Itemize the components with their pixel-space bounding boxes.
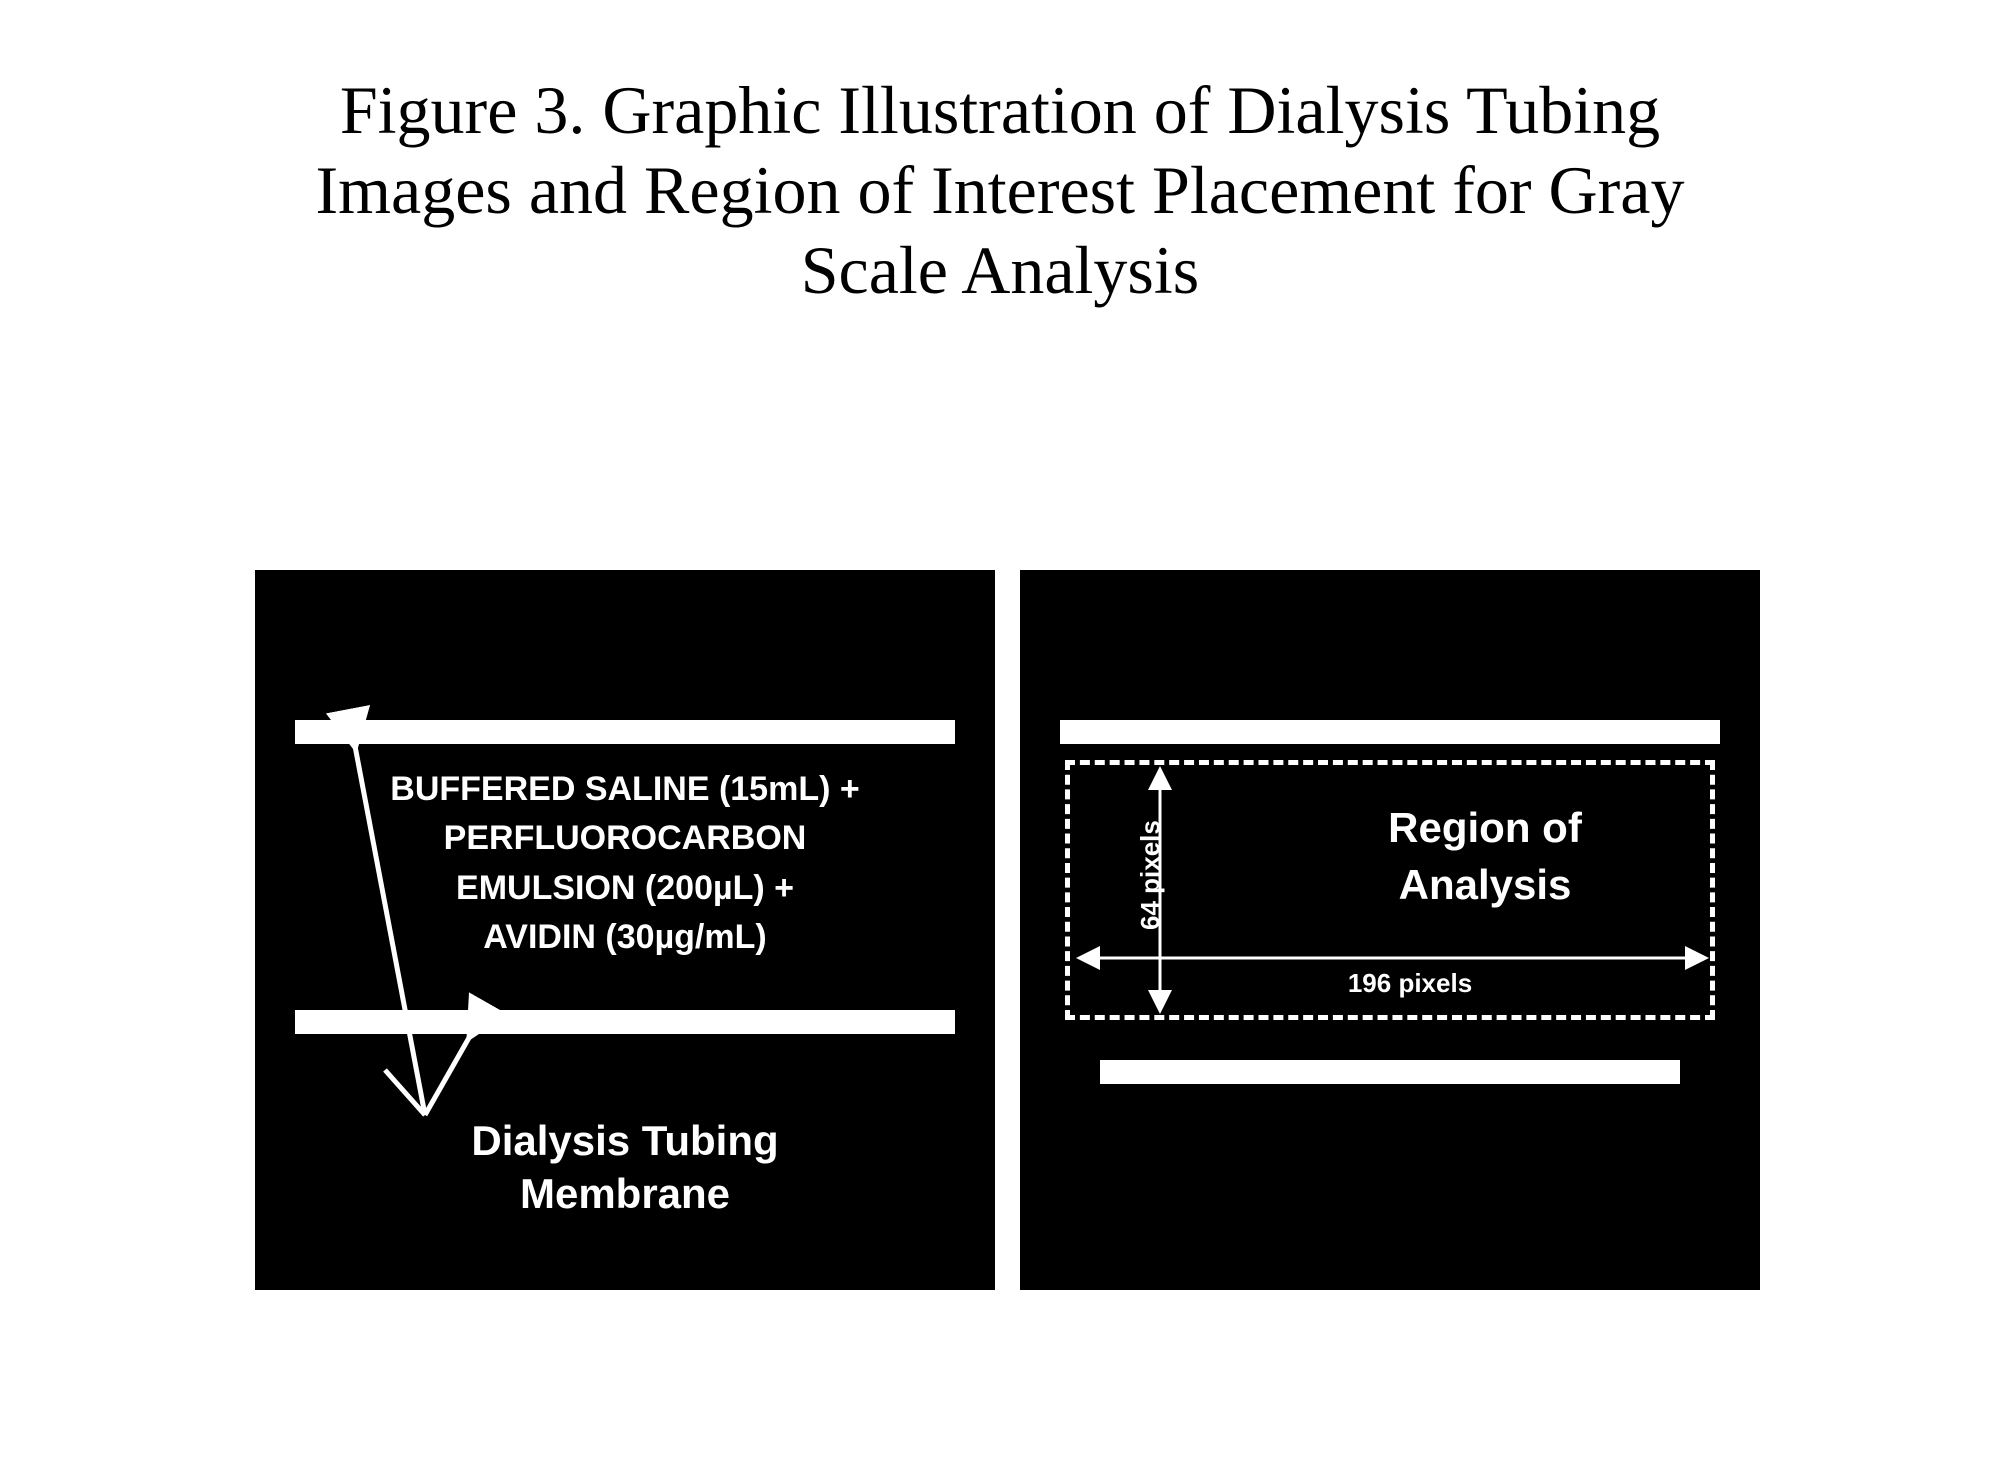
left-bottom-tube-wall [295,1010,955,1034]
contents-line-3: EMULSION (200µL) + [255,864,995,913]
panels-container: BUFFERED SALINE (15mL) + PERFLUOROCARBON… [255,570,1760,1290]
height-dim-label: 64 pixels [1135,820,1166,930]
roi-label-line-2: Analysis [1270,857,1700,914]
right-panel: Region of Analysis 64 pixels 196 pixels [1020,570,1760,1290]
left-panel: BUFFERED SALINE (15mL) + PERFLUOROCARBON… [255,570,995,1290]
right-bottom-tube-wall [1100,1060,1680,1084]
membrane-label: Dialysis Tubing Membrane [255,1115,995,1220]
membrane-label-line-1: Dialysis Tubing [255,1115,995,1168]
title-line-2: Images and Region of Interest Placement … [100,150,1900,230]
membrane-label-line-2: Membrane [255,1168,995,1221]
contents-line-2: PERFLUOROCARBON [255,814,995,863]
right-top-tube-wall [1060,720,1720,744]
contents-line-4: AVIDIN (30µg/mL) [255,913,995,962]
roi-label-line-1: Region of [1270,800,1700,857]
roi-label: Region of Analysis [1270,800,1700,913]
title-line-1: Figure 3. Graphic Illustration of Dialys… [100,70,1900,150]
contents-line-1: BUFFERED SALINE (15mL) + [255,765,995,814]
figure-title: Figure 3. Graphic Illustration of Dialys… [100,70,1900,311]
title-line-3: Scale Analysis [100,230,1900,310]
width-dim-label: 196 pixels [1280,968,1540,999]
tube-contents-label: BUFFERED SALINE (15mL) + PERFLUOROCARBON… [255,765,995,962]
left-top-tube-wall [295,720,955,744]
